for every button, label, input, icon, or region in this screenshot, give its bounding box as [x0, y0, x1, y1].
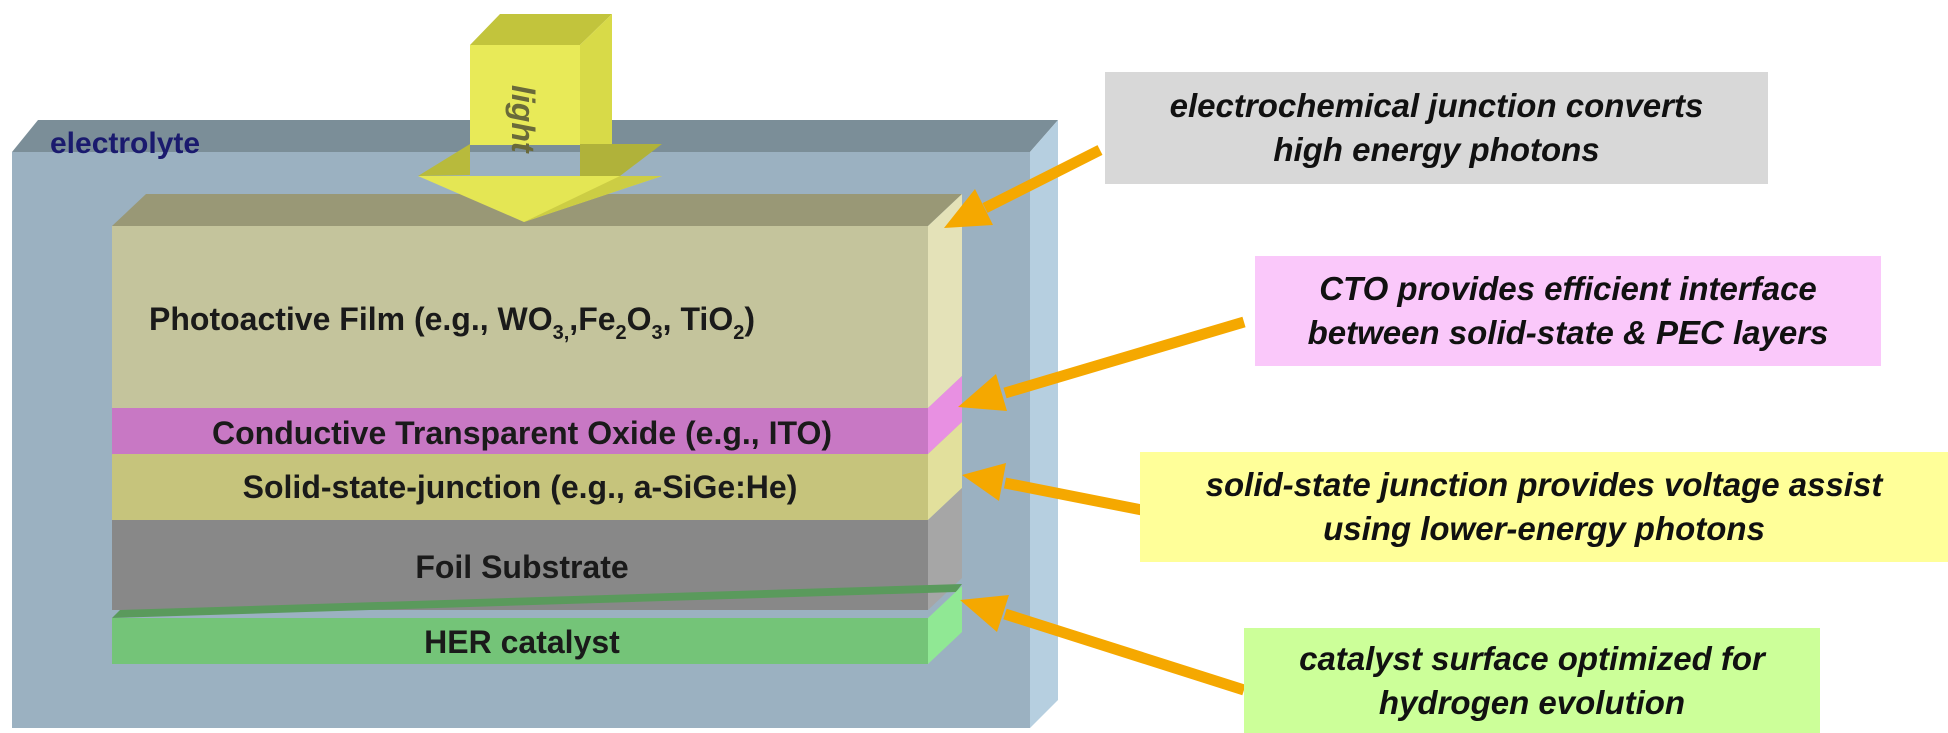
callout-arrow-2 — [1003, 316, 1246, 399]
callout-catalyst-surface: catalyst surface optimized for hydrogen … — [1244, 628, 1820, 733]
photoactive-front — [112, 226, 928, 408]
her-layer: HER catalyst — [112, 584, 962, 664]
callout-arrowhead-2 — [958, 374, 1007, 411]
solid-state-front — [112, 454, 928, 520]
foil-label: Foil Substrate — [415, 549, 628, 585]
callout-arrowhead-3 — [962, 463, 1006, 501]
cto-label: Conductive Transparent Oxide (e.g., ITO) — [212, 415, 832, 451]
callout-arrowhead-4 — [960, 595, 1009, 632]
cto-side — [928, 376, 962, 454]
light-label: light — [505, 85, 541, 154]
solid-state-layer: Solid-state-junction (e.g., a-SiGe:He) — [112, 422, 962, 520]
light-arrow-right-wing — [580, 144, 662, 176]
her-side — [928, 586, 962, 664]
light-arrow-top — [470, 14, 612, 45]
callout-arrow-3 — [1003, 477, 1144, 516]
callout-3-line-1: solid-state junction provides voltage as… — [1205, 466, 1883, 503]
electrolyte-label: electrolyte — [50, 127, 200, 160]
callout-1-line-2: high energy photons — [1273, 131, 1600, 168]
light-arrow: light — [418, 14, 662, 222]
callout-arrow-4 — [1003, 608, 1246, 696]
light-arrow-side — [580, 14, 612, 175]
light-arrow-shaft — [470, 45, 580, 145]
photoactive-side — [928, 194, 962, 408]
cto-front — [112, 408, 928, 454]
cto-layer: Conductive Transparent Oxide (e.g., ITO) — [112, 376, 962, 454]
callout-2-line-1: CTO provides efficient interface — [1319, 270, 1817, 307]
callout-arrow-1 — [982, 145, 1103, 213]
light-arrow-head-shade — [524, 176, 662, 222]
callout-arrowhead-1 — [944, 189, 993, 228]
light-arrow-left-wing — [418, 144, 470, 176]
her-front — [112, 618, 928, 664]
callout-arrows — [944, 145, 1246, 696]
callout-solid-state-junction: solid-state junction provides voltage as… — [1140, 452, 1948, 562]
photoactive-layer: Photoactive Film (e.g., WO3,,Fe2O3, TiO2… — [112, 194, 962, 408]
solid-state-side — [928, 422, 962, 520]
callout-cto-interface: CTO provides efficient interface between… — [1255, 256, 1881, 366]
electrolyte-side-face — [1030, 120, 1058, 728]
callout-electrochemical-junction: electrochemical junction converts high e… — [1105, 72, 1768, 184]
callout-1-line-1: electrochemical junction converts — [1169, 87, 1704, 124]
solid-state-label: Solid-state-junction (e.g., a-SiGe:He) — [243, 469, 798, 505]
callout-3-line-2: using lower-energy photons — [1323, 510, 1765, 547]
callout-4-line-2: hydrogen evolution — [1378, 683, 1686, 721]
callout-4-line-1: catalyst surface optimized for — [1299, 639, 1765, 677]
photoactive-label: Photoactive Film (e.g., WO3,,Fe2O3, TiO2… — [149, 301, 755, 344]
callout-2-line-2: between solid-state & PEC layers — [1307, 314, 1829, 351]
her-label: HER catalyst — [424, 624, 620, 660]
foil-side — [928, 488, 962, 610]
her-top — [112, 584, 962, 618]
